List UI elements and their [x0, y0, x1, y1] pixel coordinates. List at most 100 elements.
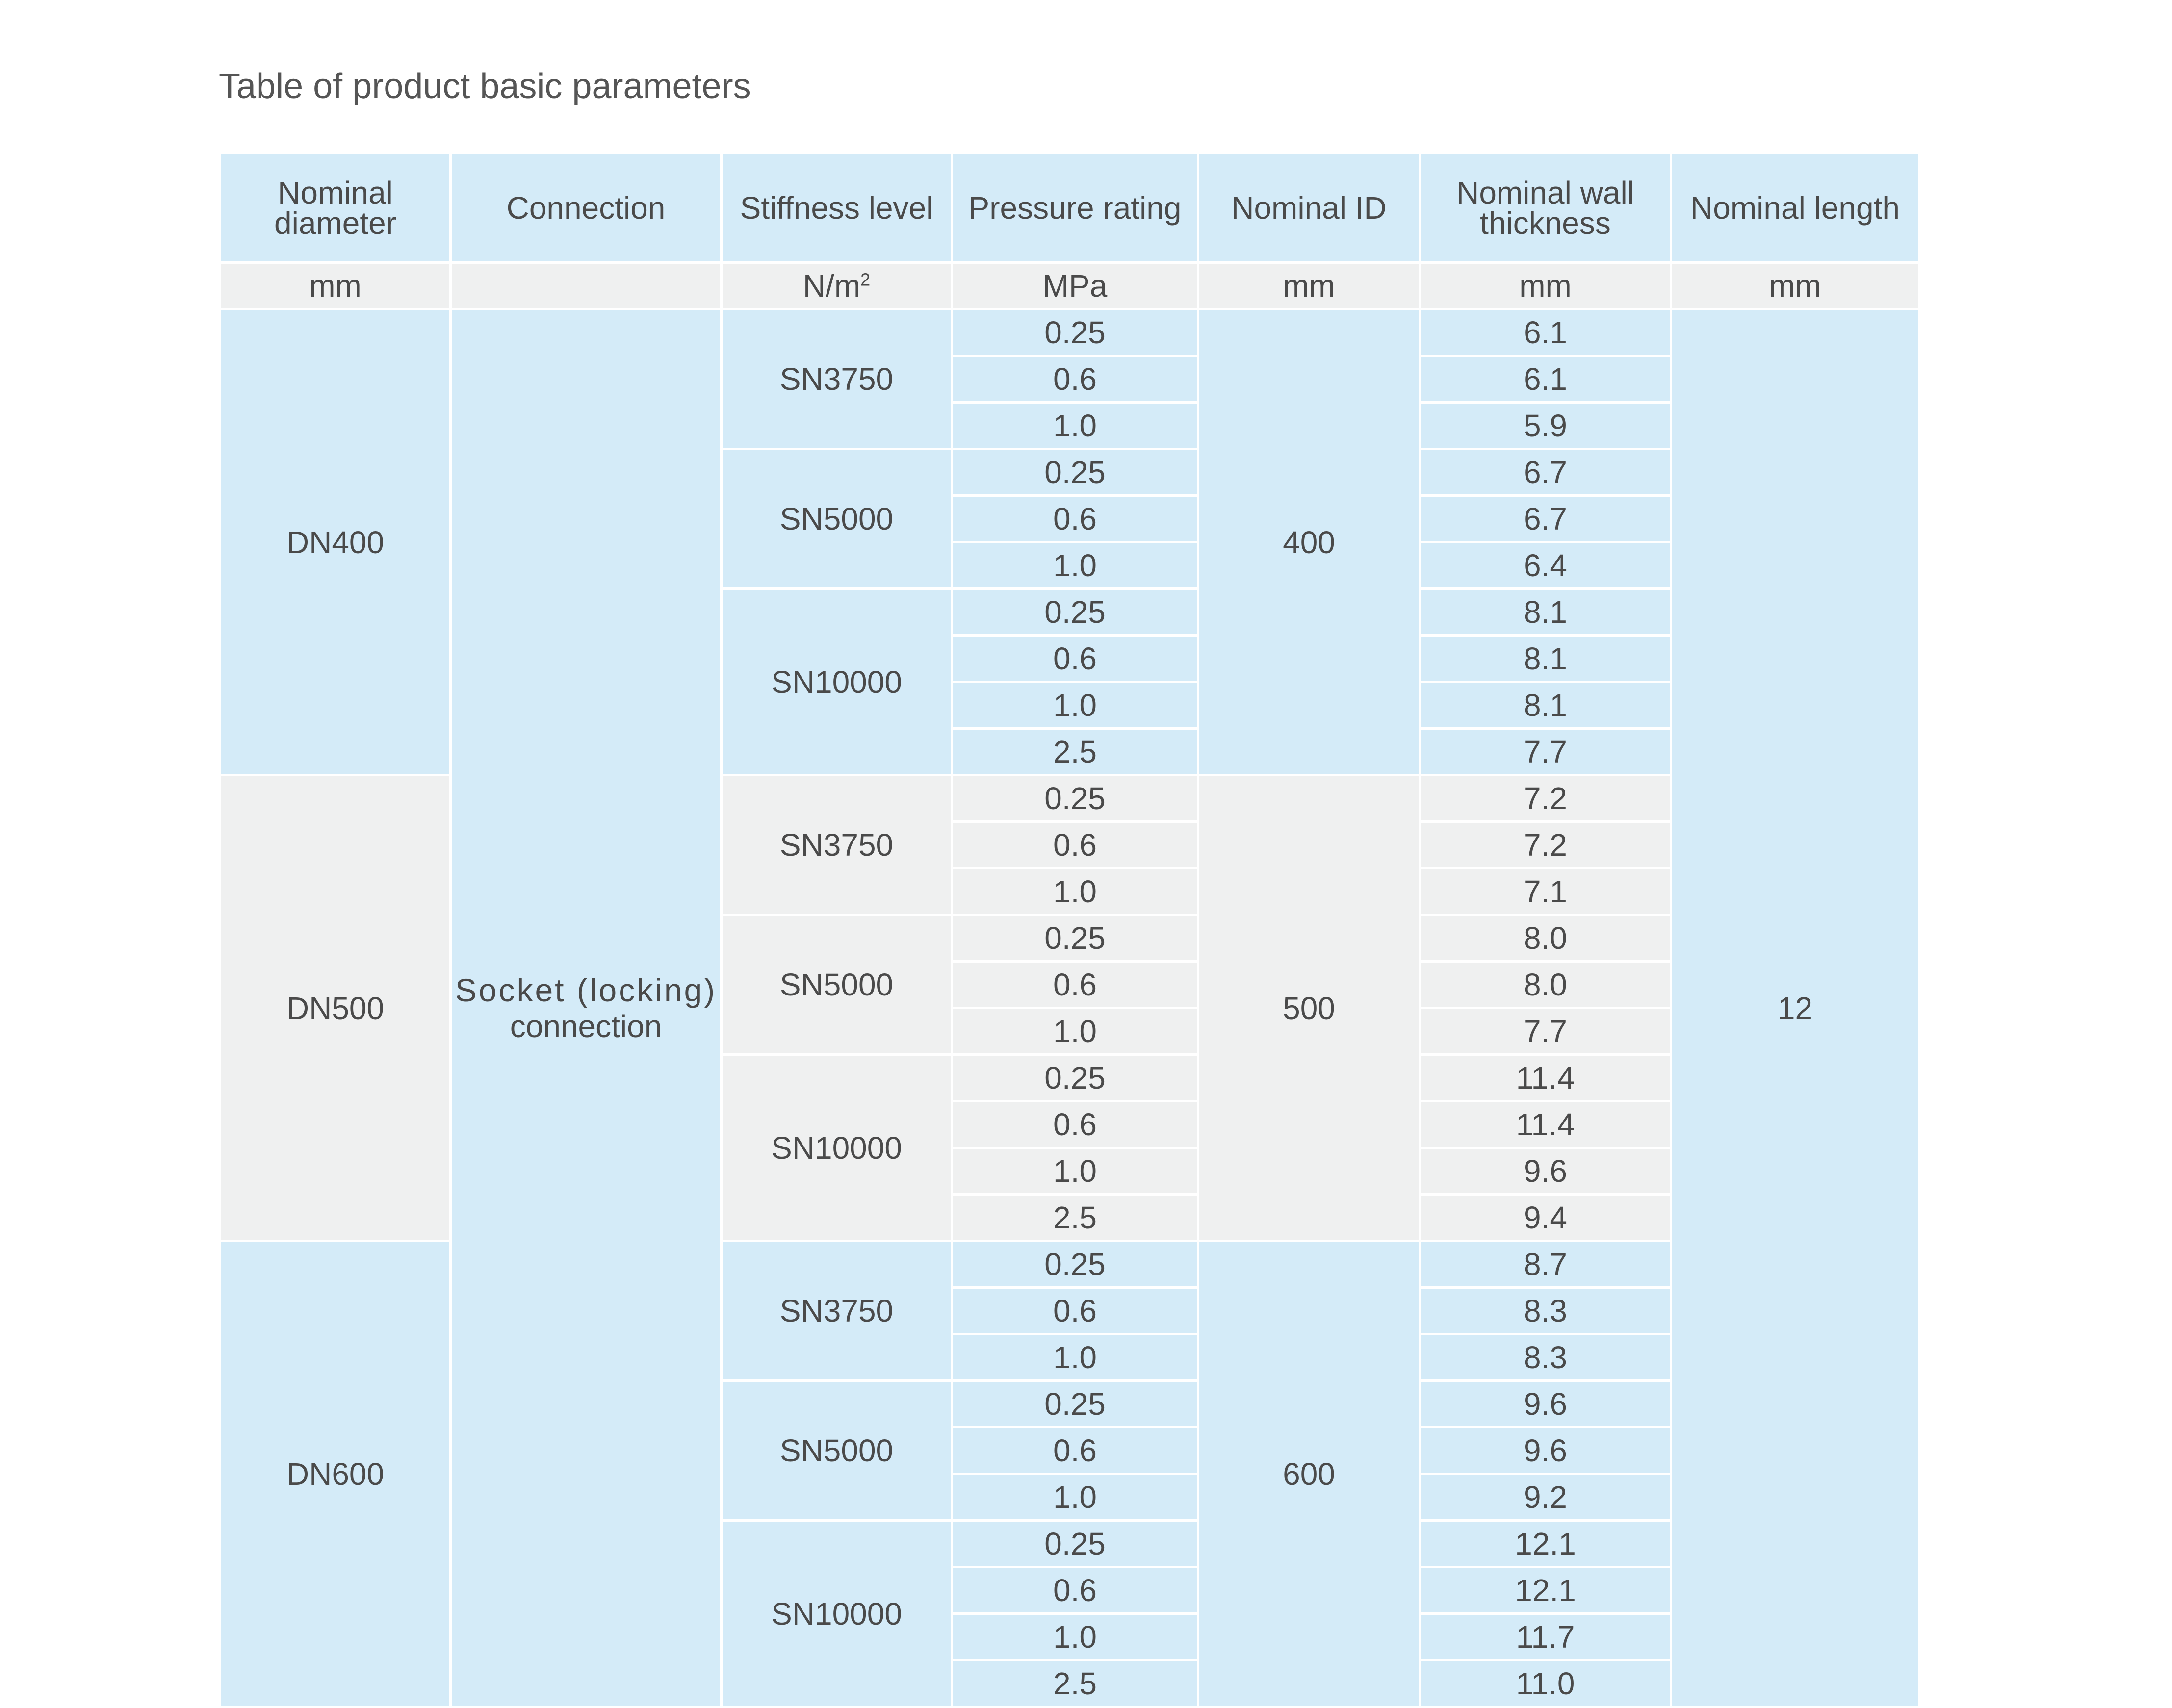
cell-nominal-wall-thickness: 7.7: [1419, 727, 1672, 776]
cell-nominal-diameter: DN400: [219, 308, 452, 776]
cell-nominal-wall-thickness: 9.2: [1419, 1473, 1672, 1522]
cell-pressure-rating: 0.25: [951, 774, 1199, 823]
cell-pressure-rating: 0.25: [951, 1240, 1199, 1289]
table-row: 0.6 9.6: [220, 1426, 1919, 1475]
connection-line-1: Socket (locking): [455, 971, 717, 1008]
table-row: DN400 Socket (locking) connection SN3750 0.2…: [219, 308, 1920, 1708]
cell-nominal-wall-thickness: 8.1: [1419, 587, 1672, 637]
cell-nominal-wall-thickness: 11.4: [1419, 1053, 1672, 1102]
table-row: 1.0 9.6: [220, 1147, 1919, 1196]
cell-pressure-rating: 0.25: [951, 1053, 1199, 1102]
cell-nominal-wall-thickness: 7.1: [1419, 867, 1672, 916]
cell-pressure-rating: 0.25: [951, 448, 1199, 497]
cell-nominal-diameter: DN500: [219, 774, 452, 1242]
table-row: DN500 SN3750 0.25 500 7.2: [219, 774, 1919, 1242]
cell-nominal-wall-thickness: 11.0: [1419, 1659, 1672, 1708]
cell-pressure-rating: 1.0: [951, 681, 1199, 730]
cell-nominal-wall-thickness: 9.4: [1419, 1193, 1672, 1242]
cell-pressure-rating: 0.6: [951, 494, 1199, 543]
unit-nominal-wall-thickness: mm: [1419, 261, 1672, 310]
cell-pressure-rating: 1.0: [951, 1333, 1199, 1382]
header-row: Nominal diameter Connection Stiffness le…: [219, 152, 1920, 264]
cell-pressure-rating: 2.5: [951, 1659, 1199, 1708]
header-stiffness-level: Stiffness level: [720, 152, 953, 264]
cell-nominal-wall-thickness: 8.3: [1419, 1333, 1672, 1382]
cell-nominal-wall-thickness: 6.4: [1419, 541, 1672, 590]
unit-nominal-id: mm: [1197, 261, 1421, 310]
cell-stiffness-level: SN3750: [720, 774, 953, 916]
unit-stiffness-level: N/m2: [720, 261, 953, 310]
table-row: 0.6 6.1: [220, 355, 1919, 404]
table-row: SN5000 0.25 9.6: [220, 1379, 1919, 1522]
table-row: 0.6 7.2: [220, 820, 1919, 869]
header-nominal-wall-thickness: Nominal wall thickness: [1419, 152, 1672, 264]
cell-pressure-rating: 0.25: [951, 1519, 1199, 1568]
cell-pressure-rating: 0.6: [951, 355, 1199, 404]
cell-stiffness-level: SN3750: [720, 1240, 953, 1382]
table-row: 1.0 11.7: [220, 1612, 1919, 1661]
table-row: 1.0 5.9: [220, 401, 1919, 450]
cell-pressure-rating: 1.0: [951, 1612, 1199, 1661]
cell-pressure-rating: 1.0: [951, 401, 1199, 450]
cell-pressure-rating: 0.6: [951, 1566, 1199, 1615]
table-row: 1.0 8.1: [220, 681, 1919, 730]
table-row: SN5000 0.25 8.0: [220, 914, 1919, 1056]
cell-pressure-rating: 0.25: [951, 308, 1199, 357]
cell-nominal-wall-thickness: 7.7: [1419, 1007, 1672, 1056]
table-row: 1.0 7.7: [220, 1007, 1919, 1056]
table-row: 0.6 6.7: [220, 494, 1919, 543]
cell-stiffness-level: SN10000: [720, 1519, 953, 1708]
header-connection: Connection: [449, 152, 723, 264]
cell-pressure-rating: 1.0: [951, 867, 1199, 916]
cell-nominal-length: 12: [1670, 308, 1920, 1708]
cell-pressure-rating: 2.5: [951, 727, 1199, 776]
unit-stiffness-base: N/m: [802, 268, 861, 304]
cell-nominal-wall-thickness: 8.1: [1419, 681, 1672, 730]
cell-nominal-diameter: DN600: [219, 1240, 452, 1708]
cell-nominal-wall-thickness: 5.9: [1419, 401, 1672, 450]
cell-nominal-wall-thickness: 6.7: [1419, 448, 1672, 497]
table-row: 2.5 9.4: [220, 1193, 1919, 1242]
cell-nominal-wall-thickness: 6.7: [1419, 494, 1672, 543]
cell-pressure-rating: 1.0: [951, 1473, 1199, 1522]
header-nominal-id: Nominal ID: [1197, 152, 1421, 264]
table-row: 1.0 9.2: [220, 1473, 1919, 1522]
cell-nominal-wall-thickness: 6.1: [1419, 355, 1672, 404]
cell-pressure-rating: 0.6: [951, 960, 1199, 1009]
table-row: SN10000 0.25 8.1: [220, 587, 1919, 776]
cell-pressure-rating: 0.6: [951, 634, 1199, 683]
cell-pressure-rating: 0.6: [951, 1426, 1199, 1475]
table-row: 0.6 8.1: [220, 634, 1919, 683]
cell-nominal-wall-thickness: 11.4: [1419, 1100, 1672, 1149]
table-row: 0.6 8.0: [220, 960, 1919, 1009]
cell-nominal-wall-thickness: 8.1: [1419, 634, 1672, 683]
cell-stiffness-level: SN5000: [720, 448, 953, 590]
unit-nominal-length: mm: [1670, 261, 1920, 310]
cell-connection: Socket (locking) connection: [449, 308, 723, 1708]
cell-nominal-wall-thickness: 9.6: [1419, 1379, 1672, 1428]
cell-pressure-rating: 2.5: [951, 1193, 1199, 1242]
table-body: Nominal diameter Connection Stiffness le…: [219, 152, 1920, 1708]
table-row: 1.0 7.1: [220, 867, 1919, 916]
parameters-table: Nominal diameter Connection Stiffness le…: [219, 152, 1920, 1708]
connection-line-2: connection: [510, 1008, 662, 1044]
cell-nominal-wall-thickness: 8.3: [1419, 1286, 1672, 1335]
cell-pressure-rating: 1.0: [951, 1147, 1199, 1196]
table-row: DN600 SN3750 0.25 600 8.7: [219, 1240, 1919, 1708]
cell-nominal-wall-thickness: 12.1: [1419, 1566, 1672, 1615]
table-row: 0.6 8.3: [220, 1286, 1919, 1335]
cell-pressure-rating: 1.0: [951, 541, 1199, 590]
table-row: SN10000 0.25 11.4: [220, 1053, 1919, 1242]
cell-pressure-rating: 0.6: [951, 1286, 1199, 1335]
cell-nominal-wall-thickness: 8.0: [1419, 960, 1672, 1009]
cell-nominal-wall-thickness: 11.7: [1419, 1612, 1672, 1661]
cell-pressure-rating: 0.6: [951, 1100, 1199, 1149]
header-pressure-rating: Pressure rating: [951, 152, 1199, 264]
cell-nominal-id: 600: [1197, 1240, 1421, 1708]
cell-stiffness-level: SN5000: [720, 914, 953, 1056]
table-row: 0.6 12.1: [220, 1566, 1919, 1615]
units-row: mm N/m2 MPa mm mm mm: [219, 261, 1920, 310]
unit-stiffness-sup: 2: [860, 269, 871, 290]
cell-pressure-rating: 0.25: [951, 1379, 1199, 1428]
cell-nominal-wall-thickness: 9.6: [1419, 1426, 1672, 1475]
